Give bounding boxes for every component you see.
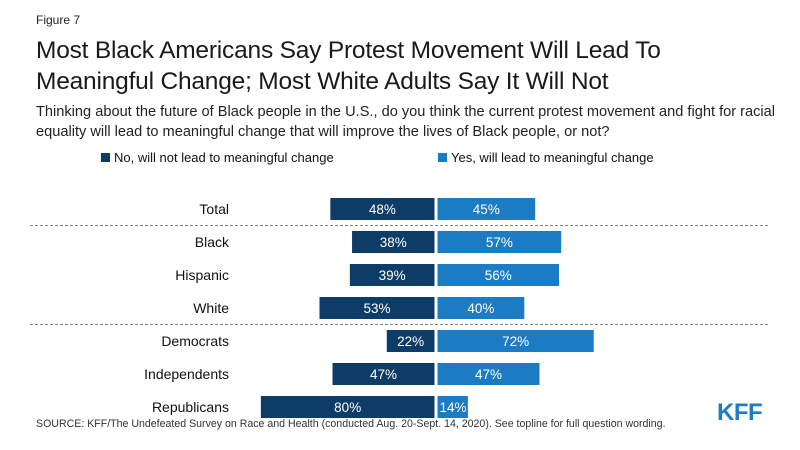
- data-label-no-democrats: 22%: [397, 334, 424, 349]
- data-label-yes-white: 40%: [467, 301, 494, 316]
- data-label-no-independents: 47%: [370, 367, 397, 382]
- category-label-independents: Independents: [144, 366, 229, 382]
- bar-yes-total: [437, 198, 536, 220]
- category-label-republicans: Republicans: [152, 399, 229, 415]
- category-label-total: Total: [199, 201, 229, 217]
- bar-yes-black: [437, 231, 562, 253]
- data-label-yes-total: 45%: [473, 202, 500, 217]
- data-label-yes-independents: 47%: [475, 367, 502, 382]
- bar-yes-independents: [437, 363, 540, 385]
- legend-swatch-yes: [438, 153, 447, 162]
- legend-item-yes: Yes, will lead to meaningful change: [438, 150, 654, 165]
- legend-swatch-no: [101, 153, 110, 162]
- data-label-no-white: 53%: [363, 301, 390, 316]
- bar-yes-white: [437, 297, 525, 319]
- legend-label-yes: Yes, will lead to meaningful change: [451, 150, 654, 165]
- data-label-no-total: 48%: [369, 202, 396, 217]
- category-label-democrats: Democrats: [161, 333, 229, 349]
- data-label-no-republicans: 80%: [334, 400, 361, 415]
- bar-no-total: [330, 198, 435, 220]
- figure-label: Figure 7: [36, 13, 81, 27]
- bar-no-republicans: [260, 396, 435, 418]
- data-label-yes-hispanic: 56%: [485, 268, 512, 283]
- kff-logo: KFF: [717, 399, 763, 426]
- data-label-yes-republicans: 14%: [440, 400, 467, 415]
- data-label-yes-black: 57%: [486, 235, 513, 250]
- legend-item-no: No, will not lead to meaningful change: [101, 150, 334, 165]
- category-label-hispanic: Hispanic: [175, 267, 229, 283]
- bar-no-independents: [332, 363, 435, 385]
- bar-no-black: [352, 231, 435, 253]
- source-note: SOURCE: KFF/The Undefeated Survey on Rac…: [36, 418, 666, 430]
- bar-yes-hispanic: [437, 264, 560, 286]
- bar-no-white: [319, 297, 435, 319]
- category-label-white: White: [193, 300, 229, 316]
- bar-no-democrats: [386, 330, 435, 352]
- data-label-yes-democrats: 72%: [502, 334, 529, 349]
- data-label-no-hispanic: 39%: [379, 268, 406, 283]
- data-label-no-black: 38%: [380, 235, 407, 250]
- legend-label-no: No, will not lead to meaningful change: [114, 150, 334, 165]
- bar-yes-democrats: [437, 330, 594, 352]
- chart-subtitle: Thinking about the future of Black peopl…: [36, 104, 776, 140]
- bar-no-hispanic: [349, 264, 435, 286]
- category-label-black: Black: [195, 234, 230, 250]
- chart-title: Most Black Americans Say Protest Movemen…: [36, 37, 661, 95]
- bar-yes-republicans: [437, 396, 468, 418]
